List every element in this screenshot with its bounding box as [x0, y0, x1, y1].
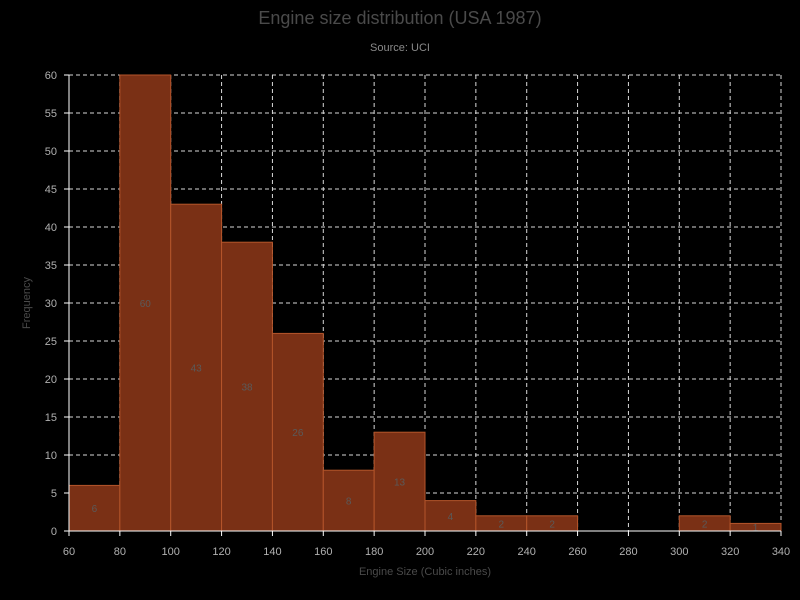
- bar-value-label: 13: [394, 478, 406, 489]
- y-tick-label: 20: [45, 374, 57, 386]
- y-tick-label: 35: [45, 260, 57, 272]
- bars: [68, 74, 782, 532]
- x-tick-label: 120: [212, 546, 230, 558]
- bar-value-label: 1: [753, 523, 759, 534]
- histogram-bar[interactable]: [373, 431, 426, 532]
- x-tick-label: 280: [619, 546, 637, 558]
- x-tick-label: 200: [416, 546, 434, 558]
- bar-value-label: 38: [241, 383, 253, 394]
- chart-subtitle: Source: UCI: [370, 42, 430, 54]
- chart-title: Engine size distribution (USA 1987): [258, 8, 542, 28]
- x-tick-label: 60: [63, 546, 75, 558]
- x-tick-label: 80: [114, 546, 126, 558]
- histogram-bar[interactable]: [119, 74, 172, 532]
- x-tick-label: 300: [670, 546, 688, 558]
- histogram-bar[interactable]: [424, 500, 477, 532]
- x-tick-label: 320: [721, 546, 739, 558]
- bar-value-label: 60: [140, 299, 152, 310]
- x-tick-label: 100: [162, 546, 180, 558]
- x-tick-label: 220: [467, 546, 485, 558]
- histogram-bar[interactable]: [221, 241, 273, 532]
- x-tick-label: 260: [568, 546, 586, 558]
- bar-value-label: 8: [346, 497, 352, 508]
- y-tick-label: 40: [45, 222, 57, 234]
- y-tick-label: 60: [45, 70, 57, 82]
- x-tick-label: 240: [518, 546, 536, 558]
- bar-value-label: 6: [92, 504, 98, 515]
- bar-value-label: 2: [702, 519, 708, 530]
- y-tick-label: 0: [51, 526, 57, 538]
- x-tick-label: 160: [314, 546, 332, 558]
- bar-value-label: 2: [499, 519, 505, 530]
- x-tick-label: 340: [772, 546, 790, 558]
- bar-value-label: 43: [191, 364, 203, 375]
- y-tick-label: 25: [45, 336, 57, 348]
- y-tick-label: 15: [45, 412, 57, 424]
- y-tick-label: 5: [51, 488, 57, 500]
- y-axis-label: Frequency: [21, 277, 33, 329]
- x-tick-label: 180: [365, 546, 383, 558]
- x-tick-label: 140: [263, 546, 281, 558]
- y-tick-label: 50: [45, 146, 57, 158]
- histogram-bar[interactable]: [68, 484, 121, 532]
- y-tick-label: 45: [45, 184, 57, 196]
- histogram-bar[interactable]: [170, 203, 223, 532]
- bar-value-label: 4: [448, 512, 454, 523]
- y-tick-label: 30: [45, 298, 57, 310]
- x-axis-label: Engine Size (Cubic inches): [358, 566, 492, 578]
- histogram-bar[interactable]: [271, 332, 324, 532]
- data-labels: 6 60 43 38 26 8 13 4 2 2 2 1: [92, 299, 759, 534]
- y-tick-label: 55: [45, 108, 57, 120]
- y-tick-label: 10: [45, 450, 57, 462]
- bar-value-label: 26: [292, 428, 304, 439]
- bar-value-label: 2: [549, 519, 555, 530]
